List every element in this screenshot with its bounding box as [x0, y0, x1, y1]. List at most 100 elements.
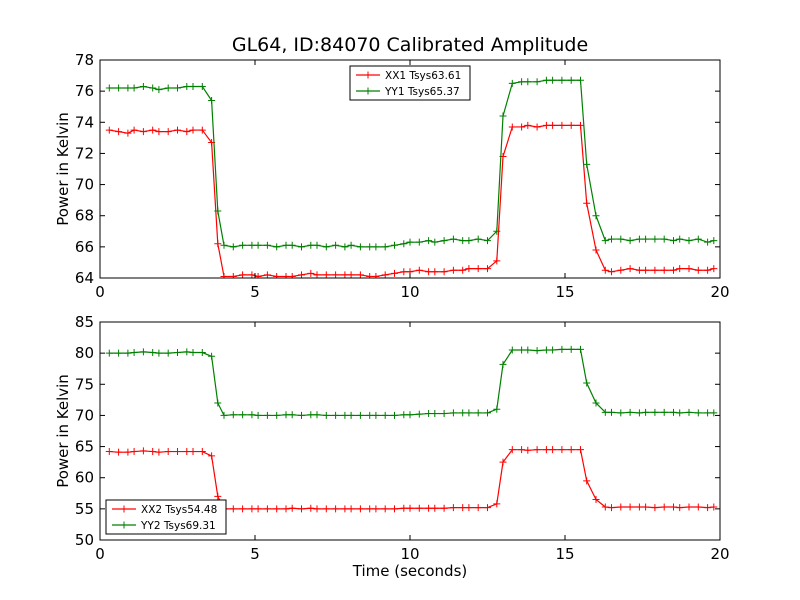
y-tick-label: 60 [75, 469, 94, 487]
data-point [549, 76, 557, 84]
data-point [341, 271, 349, 278]
data-point [155, 349, 163, 357]
data-point [220, 411, 228, 419]
data-point [189, 82, 197, 90]
data-point [694, 235, 702, 243]
data-point [263, 241, 271, 249]
data-point [183, 82, 191, 90]
data-point [577, 76, 584, 84]
data-point [229, 243, 237, 251]
data-point [366, 411, 374, 419]
data-point [332, 505, 340, 513]
data-point [298, 271, 305, 278]
x-tick-label: 10 [400, 545, 419, 563]
data-point [499, 112, 507, 120]
data-point [124, 349, 132, 357]
data-point [105, 84, 113, 92]
data-point [676, 409, 684, 417]
legend-box [105, 499, 227, 535]
data-point [626, 237, 634, 245]
data-point [608, 504, 615, 512]
data-point [710, 409, 718, 417]
data-point [635, 409, 643, 417]
data-point [704, 238, 712, 246]
data-point [583, 477, 591, 485]
data-point [229, 272, 237, 278]
data-point [183, 128, 191, 136]
data-point [577, 446, 584, 454]
data-point [347, 271, 355, 278]
y-tick-label: 72 [75, 144, 94, 162]
data-point [431, 504, 439, 512]
data-point [704, 504, 712, 512]
data-point [263, 505, 271, 513]
data-point [642, 503, 650, 511]
data-point [288, 411, 296, 419]
data-point [549, 446, 557, 454]
data-point [130, 349, 138, 357]
data-point [105, 448, 113, 456]
data-point [229, 411, 237, 419]
data-point [356, 505, 364, 513]
data-point [288, 241, 296, 249]
data-point [307, 411, 315, 419]
data-point [601, 408, 609, 416]
data-point [149, 448, 157, 456]
data-point [282, 505, 290, 513]
chart-title: GL64, ID:84070 Calibrated Amplitude [231, 34, 589, 56]
data-point [400, 504, 408, 512]
data-point [341, 243, 349, 251]
data-point [670, 408, 677, 416]
data-point [139, 447, 147, 455]
data-point [440, 504, 448, 512]
legend-label: XX1 Tsys63.61 [385, 70, 461, 82]
data-point [415, 266, 423, 274]
y-axis-label: Power in Kelvin [54, 112, 72, 226]
data-point [208, 452, 216, 460]
data-point [642, 266, 650, 274]
data-point [508, 346, 516, 354]
data-point [164, 128, 172, 136]
data-point [183, 348, 191, 356]
y-tick-label: 74 [75, 113, 94, 131]
data-point [617, 503, 625, 511]
data-point [704, 409, 712, 417]
data-point [524, 121, 532, 129]
data-point [685, 265, 693, 273]
data-point [282, 272, 290, 278]
data-point [332, 411, 340, 419]
data-point [685, 503, 693, 511]
data-point [542, 346, 550, 354]
x-tick-label: 5 [250, 283, 260, 301]
data-point [635, 503, 643, 511]
subplot-2: 0 5 10 15 20 50 55 60 65 70 75 80 85 Power in Kelvin X… [54, 313, 730, 563]
data-point [583, 379, 591, 387]
legend-marker [364, 87, 372, 95]
x-tick-label: 0 [95, 283, 105, 301]
data-point [524, 346, 532, 354]
data-point [592, 246, 600, 254]
data-point [164, 84, 172, 92]
data-point [642, 235, 650, 243]
data-point [635, 235, 643, 243]
data-point [164, 349, 172, 357]
legend-marker [120, 505, 128, 513]
data-point [391, 411, 398, 419]
data-point [425, 268, 433, 276]
data-point [694, 503, 702, 511]
data-point [391, 269, 398, 277]
data-point [608, 268, 615, 276]
data-point [155, 86, 163, 94]
data-point [449, 409, 457, 417]
data-point [248, 505, 256, 513]
data-point [617, 266, 625, 274]
data-point [406, 411, 414, 419]
data-point [660, 503, 668, 511]
data-point [307, 504, 315, 512]
data-point [542, 446, 550, 454]
data-point [174, 126, 181, 134]
data-point [189, 349, 197, 357]
legend: XX2 Tsys54.48 YY2 Tsys69.31 [105, 499, 227, 535]
data-point [449, 266, 457, 274]
data-point [366, 243, 374, 251]
